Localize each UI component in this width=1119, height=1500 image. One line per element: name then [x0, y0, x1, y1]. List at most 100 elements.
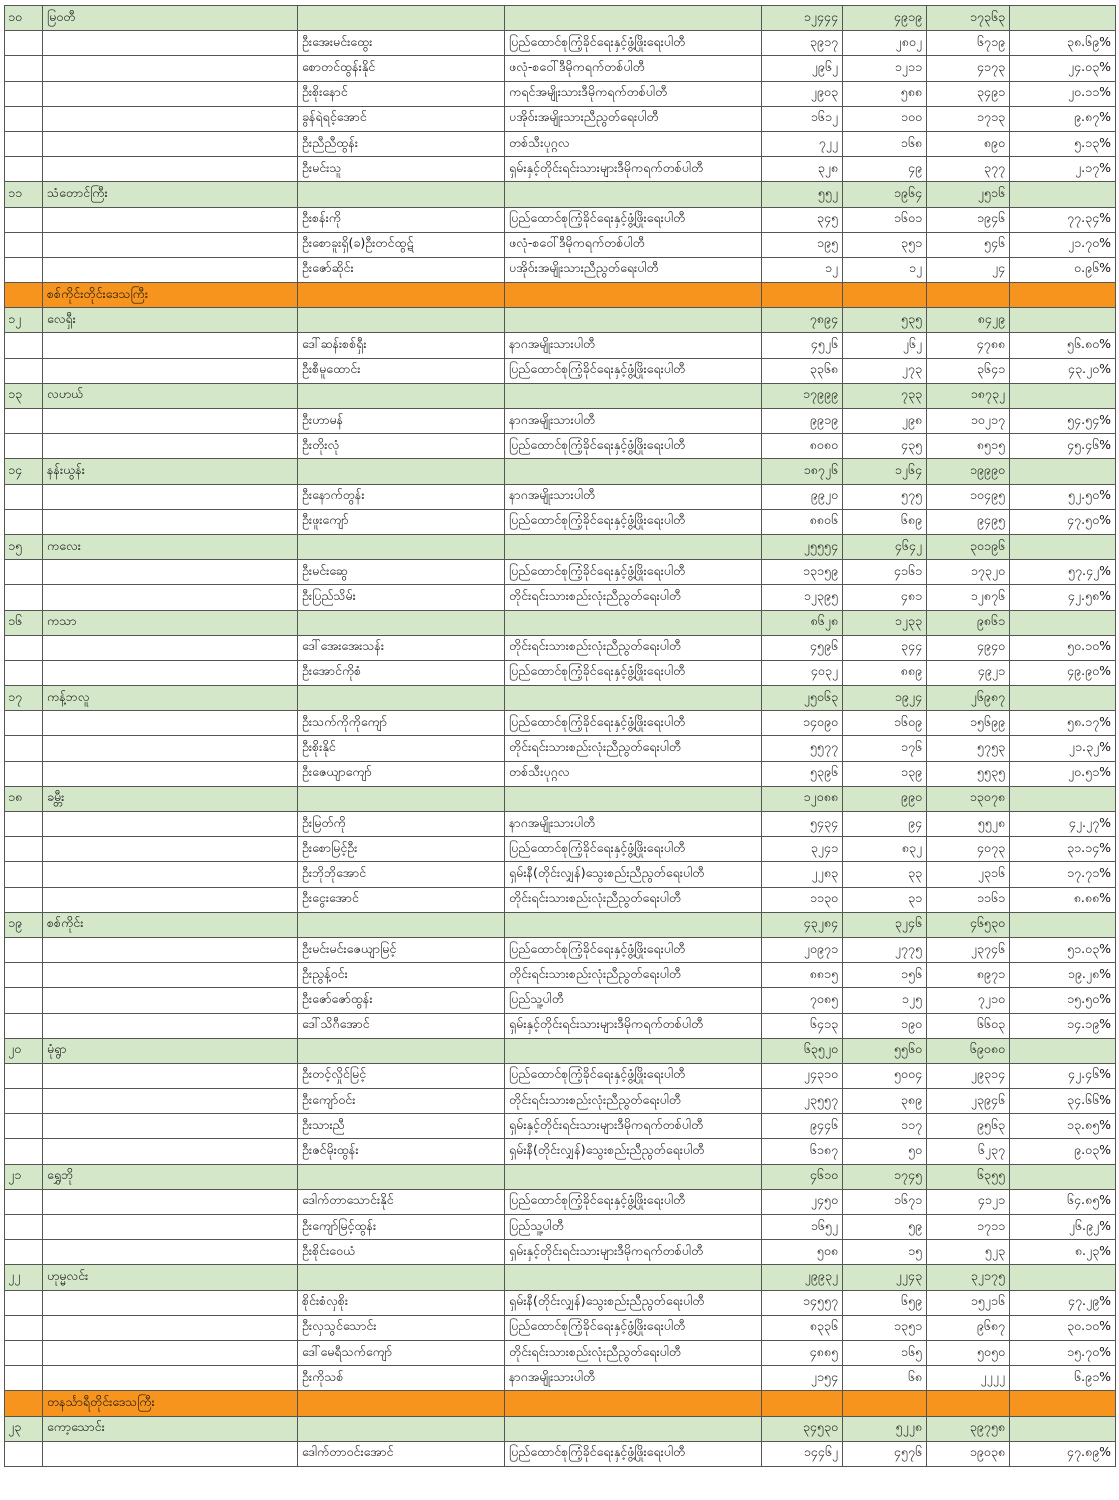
empty-cell: [504, 282, 762, 309]
candidate-row: ဦးသားညီ ရှမ်းနှင့်တိုင်းရင်းသားများဒီမိုက…: [4, 1113, 1116, 1140]
empty-cell: [4, 80, 43, 107]
vote-count-1: ၂၅၅၅၄: [761, 533, 843, 561]
vote-count-2: ၃၄၄: [842, 634, 927, 661]
empty-cell: [42, 1239, 298, 1266]
empty-cell: [297, 282, 505, 309]
candidate-name: ဦးမြတ်ကို: [297, 810, 505, 838]
candidate-name: ဦးညီညီထွန်း: [297, 130, 505, 158]
vote-total: ၁၅၆၉၉: [926, 710, 1010, 737]
vote-total: ၂၃၉၄၆: [926, 1088, 1010, 1115]
vote-total: ၄၉၂၁: [926, 659, 1010, 687]
vote-percent: ၅၂.၅၀%: [1009, 483, 1116, 510]
empty-cell: [4, 130, 43, 158]
candidate-name: ဦးစိုးနိုင်: [297, 735, 505, 762]
empty-cell: [297, 609, 505, 636]
empty-cell: [504, 911, 762, 938]
candidate-row: ဦးမင်းဆွေ ပြည်ထောင်စုကြံ့ခိုင်ရေးနှင့်ဖွံ…: [4, 559, 1116, 586]
vote-count-1: ၉၄၄၆: [761, 1113, 843, 1140]
vote-total: ၄၀၇၃: [926, 836, 1010, 863]
vote-count-2: ၉၄: [842, 810, 927, 838]
candidate-name: ဦးတင့်လှိုင်မြင့်: [297, 1062, 505, 1090]
vote-count-2: ၁၂၅: [842, 987, 927, 1014]
party-name: ရှမ်းနီ(တိုင်းလျှန်)သွေးစည်းညီညွတ်ရေးပါတ…: [504, 1289, 762, 1316]
candidate-row: ဦးမင်းမင်းဇေယျာမြင့် ပြည်ထောင်စုကြံ့ခိုင်…: [4, 936, 1116, 964]
vote-count-2: ၂၆၂: [842, 332, 927, 359]
vote-count-2: ၁၅: [842, 1239, 927, 1266]
vote-count-1: ၆၃၅၂၀: [761, 1037, 843, 1064]
candidate-name: ဦးကျော်ဝင်း: [297, 1088, 505, 1115]
vote-total: ၂၃၇၄၆: [926, 936, 1010, 964]
candidate-name: ဦးလှသွင်သောင်း: [297, 1314, 505, 1341]
empty-cell: [4, 30, 43, 57]
empty-cell: [42, 1138, 298, 1165]
empty-cell: [842, 282, 927, 309]
vote-count-2: ၁၉၂၄: [842, 685, 927, 712]
vote-total: ၈၄၂၉: [926, 307, 1010, 334]
party-name: ပြည်သူ့ပါတီ: [504, 1213, 762, 1241]
vote-count-1: ၅၄၃၄: [761, 810, 843, 838]
candidate-name: စိုင်းစံလှစိုး: [297, 1289, 505, 1316]
township-number: ၁၅: [4, 533, 43, 561]
vote-total: ၆၇၁၉: [926, 30, 1010, 57]
candidate-row: ဦးစောခူးရှိ(ခ)ဦးတင်ထွဋ် ဖလုံ-စဝေါ်ဒီမိုကရ…: [4, 231, 1116, 258]
candidate-name: ဒေါ်အေးအေးသန်း: [297, 634, 505, 661]
vote-count-2: ၁၁၇: [842, 1113, 927, 1140]
vote-percent: ၂၆.၉၂%: [1009, 1213, 1116, 1241]
township-name: ကလေး: [42, 533, 298, 561]
vote-count-1: ၇၀၈၅: [761, 987, 843, 1014]
candidate-name: ဦးဇေယျာကျော်: [297, 760, 505, 787]
empty-cell: [42, 559, 298, 586]
vote-percent: ၄၉.၉၀%: [1009, 659, 1116, 687]
vote-count-1: ၆၁၈၇: [761, 1138, 843, 1165]
empty-cell: [42, 1314, 298, 1341]
vote-total: ၅၅၂၈: [926, 810, 1010, 838]
empty-cell: [4, 760, 43, 787]
vote-percent: ၃၀.၁၀%: [1009, 1314, 1116, 1341]
party-name: ရှမ်းနှင့်တိုင်းရင်းသားများဒီမိုကရက်တစ်ပ…: [504, 1239, 762, 1266]
empty-cell: [4, 1365, 43, 1392]
empty-cell: [1009, 1037, 1116, 1064]
empty-cell: [504, 533, 762, 561]
vote-count-1: ၁၂၄၄၄: [761, 4, 843, 32]
empty-cell: [4, 584, 43, 611]
vote-total: ၂၂၂၂: [926, 1365, 1010, 1392]
township-name: စစ်ကိုင်း: [42, 911, 298, 938]
candidate-row: ဦးသက်ကိုကိုကျော် ပြည်ထောင်စုကြံ့ခိုင်ရေးန…: [4, 710, 1116, 737]
vote-count-2: ၄၅၇၆: [842, 1440, 927, 1467]
candidate-row: ဦးငွေးအောင် တိုင်းရင်းသားစည်းလုံးညီညွတ်ရေ…: [4, 886, 1116, 913]
empty-cell: [4, 332, 43, 359]
candidate-name: ဒေါ်ဆန်းစစ်ရှီး: [297, 332, 505, 359]
empty-cell: [1009, 307, 1116, 334]
township-row: ၁၄ နန်းယွန်း ၁၈၇၂၆ ၁၂၆၄ ၁၉၉၉၀: [4, 458, 1116, 485]
vote-count-1: ၂၅၀၆၃: [761, 685, 843, 712]
empty-cell: [42, 105, 298, 132]
party-name: ပြည်ထောင်စုကြံ့ခိုင်ရေးနှင့်ဖွံ့ဖြိုးရေး…: [504, 1188, 762, 1216]
vote-percent: ၄၂.၄၆%: [1009, 1062, 1116, 1090]
empty-cell: [4, 1138, 43, 1165]
candidate-name: ဦးအေးမင်းထွေး: [297, 30, 505, 57]
empty-cell: [1009, 911, 1116, 938]
township-name: ကသာ: [42, 609, 298, 636]
vote-percent: ၉.၀၃%: [1009, 1138, 1116, 1165]
vote-count-2: ၅၇၅: [842, 483, 927, 510]
vote-percent: ၁၅.၅၀%: [1009, 987, 1116, 1014]
vote-count-1: ၃၄၅: [761, 206, 843, 233]
vote-count-2: ၃၂၄၆: [842, 911, 927, 938]
empty-cell: [297, 1264, 505, 1291]
township-name: ဟုမ္မလင်း: [42, 1264, 298, 1291]
township-row: ၂၁ ရွှေဘို ၄၆၁၀ ၁၇၄၅ ၆၃၅၅: [4, 1163, 1116, 1190]
candidate-row: ဦးဇော်ဆိုင်း ပအိုဝ်းအမျိုးသားညီညွတ်ရေးပါတ…: [4, 256, 1116, 284]
vote-total: ၁၀၄၉၅: [926, 483, 1010, 510]
vote-percent: ၁၄.၁၉%: [1009, 1012, 1116, 1039]
vote-count-1: ၂၀၉၇၁: [761, 936, 843, 964]
vote-total: ၆၆၀၃: [926, 1012, 1010, 1039]
empty-cell: [4, 1062, 43, 1090]
vote-count-1: ၃၄၅၃၀: [761, 1415, 843, 1442]
candidate-name: ဦးငွေးအောင်: [297, 886, 505, 913]
party-name: ပြည်ထောင်စုကြံ့ခိုင်ရေးနှင့်ဖွံ့ဖြိုးရေး…: [504, 559, 762, 586]
party-name: နာဂအမျိုးသားပါတီ: [504, 810, 762, 838]
vote-count-1: ၄၅၂၆: [761, 332, 843, 359]
vote-total: ၃၀၁၉၆: [926, 533, 1010, 561]
empty-cell: [504, 1390, 762, 1417]
empty-cell: [42, 1289, 298, 1316]
